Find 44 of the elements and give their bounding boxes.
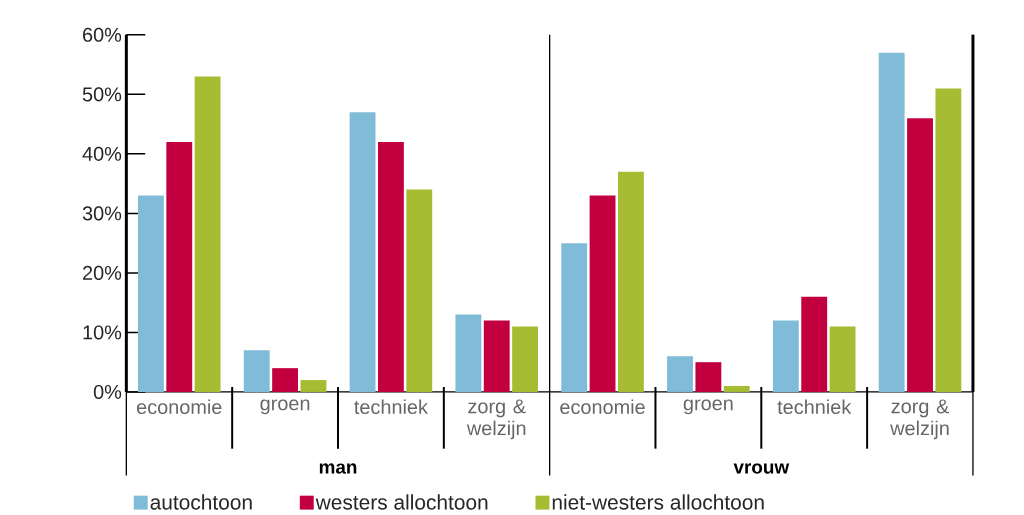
y-tick-label: 10%: [83, 325, 122, 340]
bar: [772, 320, 799, 392]
bar: [166, 141, 193, 392]
bar: [829, 326, 856, 392]
bar: [300, 379, 327, 392]
x-tick-label: techniek: [354, 399, 428, 414]
bar: [455, 314, 482, 392]
text: vrouw: [733, 463, 790, 474]
bar: [878, 52, 905, 392]
y-tick-label: 50%: [82, 87, 122, 102]
legend-label: niet-westers allochtoon: [552, 494, 764, 510]
y-tick-label: 30%: [82, 206, 122, 221]
x-tick-label: economie: [136, 399, 222, 414]
bar: [483, 320, 510, 392]
legend-label: autochtoon: [150, 494, 252, 510]
x-tick-label: groen: [260, 399, 310, 415]
bar: [695, 362, 722, 392]
y-tick-label: 60%: [83, 27, 122, 42]
bar: [272, 367, 299, 392]
bar: [406, 189, 433, 392]
y-tick-label: 40%: [82, 146, 122, 161]
x-tick-label: techniek: [777, 399, 852, 414]
bar: [194, 76, 221, 392]
bar: [723, 385, 750, 392]
bar: [907, 117, 933, 392]
y-tick-label: 0%: [93, 384, 122, 399]
x-tick-label: economie: [560, 399, 645, 414]
x-tick-label: zorg & welzijn: [466, 399, 526, 440]
x-tick-label: groen: [683, 399, 733, 415]
bar: [935, 88, 962, 392]
bar: [243, 350, 270, 392]
text: man: [319, 463, 357, 474]
bar: [377, 141, 404, 392]
bar: [801, 296, 828, 392]
bar: [512, 326, 539, 392]
bar: [349, 112, 376, 392]
bar: [617, 171, 644, 392]
bar: [589, 195, 616, 392]
x-tick-label: zorg & welzijn: [890, 399, 950, 440]
bar: [667, 356, 693, 392]
legend-label: westers allochtoon: [315, 494, 488, 510]
y-tick-label: 20%: [83, 265, 122, 280]
bar: [137, 195, 164, 392]
bar: [561, 242, 588, 392]
